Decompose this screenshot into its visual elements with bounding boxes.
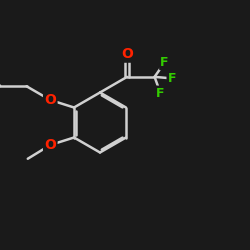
Text: F: F [156,87,165,100]
Text: O: O [44,93,56,107]
Text: O: O [44,138,56,152]
Text: O: O [121,48,133,61]
Text: F: F [160,56,169,69]
Text: F: F [168,72,176,85]
